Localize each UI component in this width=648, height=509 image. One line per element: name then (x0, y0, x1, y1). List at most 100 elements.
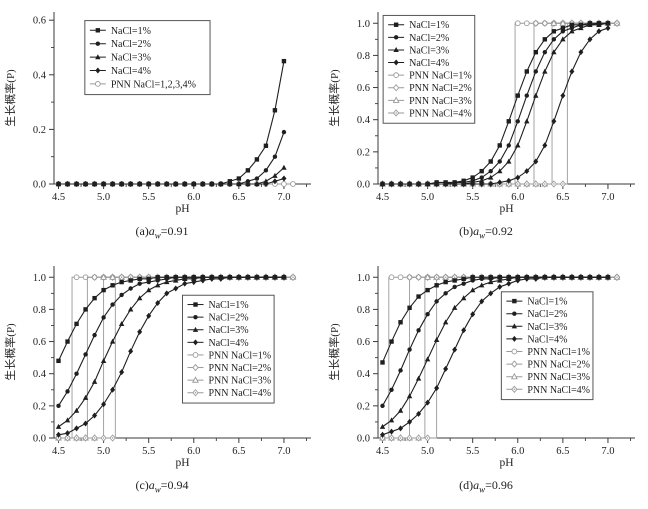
caption-d-sub: w (479, 484, 486, 495)
svg-text:6.0: 6.0 (511, 192, 524, 203)
svg-text:7.0: 7.0 (601, 192, 614, 203)
svg-text:PNN NaCl=1,2,3,4%: PNN NaCl=1,2,3,4% (111, 79, 196, 90)
svg-text:NaCl=4%: NaCl=4% (527, 334, 567, 345)
svg-text:NaCl=1%: NaCl=1% (209, 300, 249, 311)
caption-a-letter: a (139, 224, 145, 238)
svg-text:5.0: 5.0 (97, 446, 110, 457)
caption-c-letter: c (139, 478, 145, 492)
svg-text:0.4: 0.4 (33, 369, 47, 380)
svg-text:0.2: 0.2 (33, 125, 46, 136)
solid-series-d (379, 274, 611, 438)
svg-text:1.0: 1.0 (357, 19, 370, 30)
chart-a: 4.5 5.0 5.5 6.0 6.5 7.0 0.0 0.2 0.4 0.6 pH 生长概率(P) N… (3, 12, 311, 215)
svg-text:pH: pH (499, 203, 513, 215)
svg-text:7.0: 7.0 (601, 446, 614, 457)
svg-text:5.0: 5.0 (421, 192, 434, 203)
svg-text:5.5: 5.5 (142, 192, 155, 203)
svg-text:NaCl=2%: NaCl=2% (527, 309, 567, 320)
svg-text:PNN NaCl=4%: PNN NaCl=4% (409, 108, 472, 119)
svg-text:0.0: 0.0 (33, 180, 46, 191)
panel-c: 4.5 5.0 5.5 6.0 6.5 7.0 0.0 0.2 0.4 0.6 0.8 1.0 pH 生长… (0, 254, 324, 509)
caption-c: (c)aw=0.94 (0, 478, 324, 494)
legend-c: NaCl=1% NaCl=2%NaCl=3% NaCl=4%PNN NaCl=1% P… (182, 294, 275, 404)
svg-text:6.5: 6.5 (232, 446, 245, 457)
svg-text:生长概率(P): 生长概率(P) (327, 69, 341, 127)
svg-text:0.8: 0.8 (33, 305, 46, 316)
series-d-diamond (380, 274, 611, 438)
svg-text:6.0: 6.0 (511, 446, 524, 457)
svg-text:0.4: 0.4 (357, 369, 371, 380)
svg-text:0.8: 0.8 (357, 305, 370, 316)
svg-text:PNN NaCl=3%: PNN NaCl=3% (527, 372, 590, 383)
caption-b-pre: ( (459, 224, 464, 238)
svg-text:PNN NaCl=4%: PNN NaCl=4% (209, 388, 272, 399)
solid-series-a (55, 58, 287, 187)
caption-d-letter: d (463, 478, 470, 492)
axes-a: 4.5 5.0 5.5 6.0 6.5 7.0 0.0 0.2 0.4 0.6 (33, 12, 311, 203)
svg-text:NaCl=4%: NaCl=4% (409, 58, 449, 69)
series-a-triangle (55, 164, 287, 187)
svg-text:6.0: 6.0 (187, 192, 200, 203)
svg-text:PNN NaCl=1%: PNN NaCl=1% (527, 347, 590, 358)
caption-a-var: a (148, 224, 155, 238)
svg-text:0.2: 0.2 (357, 147, 370, 158)
svg-text:NaCl=1%: NaCl=1% (111, 26, 151, 37)
svg-text:NaCl=4%: NaCl=4% (209, 338, 249, 349)
svg-text:0.6: 0.6 (357, 83, 370, 94)
chart-b: 4.5 5.0 5.5 6.0 6.5 7.0 0.0 0.2 0.4 0.6 0.8 1.0 pH 生长… (327, 12, 635, 215)
svg-text:4.5: 4.5 (376, 446, 389, 457)
svg-text:PNN NaCl=4%: PNN NaCl=4% (527, 385, 590, 396)
caption-d-close: ) (469, 478, 474, 492)
svg-text:PNN NaCl=2%: PNN NaCl=2% (209, 363, 272, 374)
legend-b: NaCl=1%NaCl=2%NaCl=3%NaCl=4%PNN NaCl=1%P… (382, 14, 476, 124)
svg-text:0.0: 0.0 (33, 434, 46, 445)
svg-text:pH: pH (175, 457, 189, 469)
svg-text:NaCl=2%: NaCl=2% (111, 39, 151, 50)
caption-d-pre: ( (459, 478, 464, 492)
svg-text:NaCl=3%: NaCl=3% (111, 53, 151, 64)
svg-text:NaCl=3%: NaCl=3% (409, 45, 449, 56)
svg-text:PNN NaCl=2%: PNN NaCl=2% (409, 83, 472, 94)
svg-text:PNN NaCl=1%: PNN NaCl=1% (409, 71, 472, 82)
svg-text:0.6: 0.6 (357, 337, 370, 348)
series-a-circle (56, 129, 287, 187)
caption-b-letter: b (463, 224, 470, 238)
caption-d-var: a (473, 478, 480, 492)
caption-c-close: ) (144, 478, 149, 492)
svg-text:生长概率(P): 生长概率(P) (327, 323, 341, 381)
svg-text:4.5: 4.5 (52, 192, 65, 203)
svg-text:0.4: 0.4 (33, 70, 47, 81)
svg-text:0.2: 0.2 (357, 401, 370, 412)
caption-d: (d)aw=0.96 (324, 478, 648, 494)
svg-text:NaCl=2%: NaCl=2% (209, 313, 249, 324)
svg-text:1.0: 1.0 (357, 273, 370, 284)
caption-c-var: a (148, 478, 155, 492)
svg-text:5.5: 5.5 (142, 446, 155, 457)
chart-d: 4.5 5.0 5.5 6.0 6.5 7.0 0.0 0.2 0.4 0.6 0.8 1.0 pH 生长… (327, 266, 635, 469)
svg-text:7.0: 7.0 (277, 446, 290, 457)
caption-b-close: ) (469, 224, 474, 238)
series-c-diamond (56, 274, 287, 438)
svg-text:NaCl=2%: NaCl=2% (409, 33, 449, 44)
caption-a-close: ) (144, 224, 149, 238)
svg-text:NaCl=1%: NaCl=1% (527, 297, 567, 308)
svg-text:pH: pH (499, 457, 513, 469)
svg-text:PNN NaCl=3%: PNN NaCl=3% (409, 96, 472, 107)
caption-a-sub: w (154, 230, 161, 241)
svg-text:6.5: 6.5 (232, 192, 245, 203)
svg-text:4.5: 4.5 (376, 192, 389, 203)
svg-text:1.0: 1.0 (33, 273, 46, 284)
svg-text:5.0: 5.0 (421, 446, 434, 457)
svg-text:0.6: 0.6 (33, 16, 46, 27)
svg-text:生长概率(P): 生长概率(P) (3, 69, 17, 127)
chart-c: 4.5 5.0 5.5 6.0 6.5 7.0 0.0 0.2 0.4 0.6 0.8 1.0 pH 生长… (3, 266, 311, 469)
svg-text:PNN NaCl=3%: PNN NaCl=3% (209, 376, 272, 387)
svg-text:PNN NaCl=2%: PNN NaCl=2% (527, 360, 590, 371)
caption-d-value: =0.96 (485, 478, 513, 492)
legend-d: NaCl=1%NaCl=2% NaCl=3%NaCl=4% PNN NaCl=1% P… (500, 291, 594, 401)
caption-c-pre: ( (135, 478, 140, 492)
solid-series-b (379, 20, 611, 187)
svg-text:6.0: 6.0 (187, 446, 200, 457)
caption-b-sub: w (479, 230, 486, 241)
